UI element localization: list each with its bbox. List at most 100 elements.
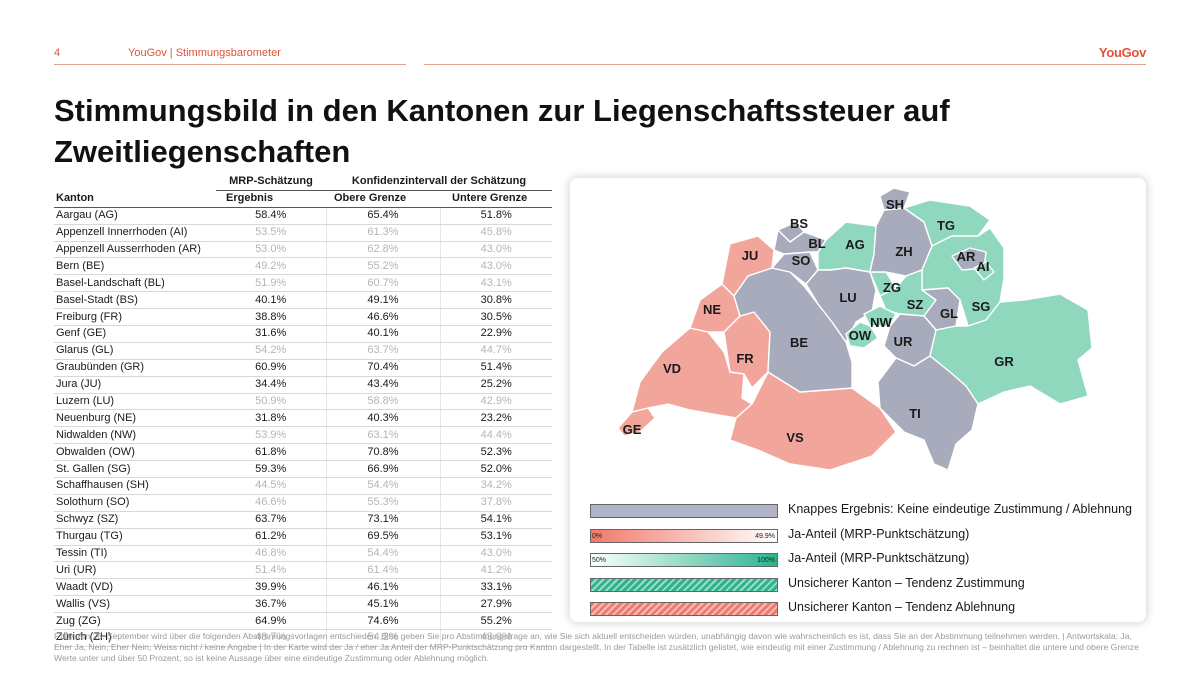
map-label-ju: JU [742, 248, 759, 263]
col-header-lower: Untere Grenze [440, 190, 552, 208]
result-cell: 44.5% [216, 477, 327, 495]
legend-item-hatched-red: Unsicherer Kanton – Tendenz Ablehnung [590, 600, 1130, 618]
lower-bound-cell: 55.2% [440, 612, 552, 631]
lower-bound-cell: 54.1% [440, 511, 552, 529]
canton-cell: Obwalden (OW) [54, 443, 216, 462]
result-cell: 49.2% [216, 257, 327, 276]
col-header-result: Ergebnis [216, 190, 326, 208]
canton-cell: Solothurn (SO) [54, 494, 216, 512]
table-row: Zürich (ZH) 48.7% 54.2% 43.0% [54, 629, 552, 647]
map-label-vd: VD [663, 361, 681, 376]
lower-bound-cell: 44.4% [440, 426, 552, 445]
upper-bound-cell: 40.1% [326, 325, 441, 343]
map-label-lu: LU [839, 290, 856, 305]
canton-cell: Zürich (ZH) [54, 629, 216, 647]
canton-cell: Jura (JU) [54, 376, 216, 394]
legend-label: Knappes Ergebnis: Keine eindeutige Zusti… [788, 502, 1132, 516]
legend-label: Ja-Anteil (MRP-Punktschätzung) [788, 527, 970, 541]
table-row: Neuenburg (NE) 31.8% 40.3% 23.2% [54, 409, 552, 428]
lower-bound-cell: 41.2% [440, 561, 552, 580]
canton-cell: Freiburg (FR) [54, 308, 216, 327]
canton-cell: Graubünden (GR) [54, 359, 216, 377]
canton-cell: Zug (ZG) [54, 612, 216, 631]
table-row: Zug (ZG) 64.9% 74.6% 55.2% [54, 612, 552, 631]
result-cell: 53.9% [216, 426, 327, 445]
canton-cell: Aargau (AG) [54, 207, 216, 225]
upper-bound-cell: 55.3% [326, 494, 441, 512]
result-cell: 31.6% [216, 325, 327, 343]
upper-bound-cell: 46.1% [326, 578, 441, 597]
map-label-be: BE [790, 335, 808, 350]
table-row: Freiburg (FR) 38.8% 46.6% 30.5% [54, 308, 552, 327]
result-cell: 53.0% [216, 241, 327, 259]
canton-cell: Nidwalden (NW) [54, 426, 216, 445]
table-row: Uri (UR) 51.4% 61.4% 41.2% [54, 561, 552, 580]
upper-bound-cell: 61.4% [326, 561, 441, 580]
canton-ow [845, 321, 879, 349]
upper-bound-cell: 45.1% [326, 595, 441, 614]
map-label-sz: SZ [907, 297, 924, 312]
map-label-tg: TG [937, 218, 955, 233]
lower-bound-cell: 43.0% [440, 257, 552, 276]
upper-bound-cell: 40.3% [326, 409, 441, 428]
section-title: YouGov | Stimmungsbarometer [128, 47, 281, 59]
result-cell: 38.8% [216, 308, 327, 327]
canton-vd [631, 327, 753, 419]
lower-bound-cell: 45.8% [440, 224, 552, 242]
upper-bound-cell: 66.9% [326, 460, 441, 479]
canton-ai [973, 261, 995, 281]
col-header-upper: Obere Grenze [326, 190, 440, 208]
table-row: Schwyz (SZ) 63.7% 73.1% 54.1% [54, 511, 552, 529]
result-cell: 54.2% [216, 342, 327, 360]
result-cell: 51.9% [216, 274, 327, 293]
page-number: 4 [54, 47, 61, 59]
lower-bound-cell: 52.3% [440, 443, 552, 462]
legend-min-label: 50% [592, 557, 607, 564]
map-label-ti: TI [909, 406, 921, 421]
table-row: Luzern (LU) 50.9% 58.8% 42.9% [54, 393, 552, 411]
table-row: Nidwalden (NW) 53.9% 63.1% 44.4% [54, 426, 552, 445]
map-label-fr: FR [736, 351, 754, 366]
legend-item-narrow: Knappes Ergebnis: Keine eindeutige Zusti… [590, 502, 1132, 520]
canton-cell: Luzern (LU) [54, 393, 216, 411]
table-row: Tessin (TI) 46.8% 54.4% 43.0% [54, 545, 552, 563]
header-divider-right [424, 64, 1146, 65]
legend-max-label: 49.9% [755, 533, 775, 540]
map-label-ge: GE [623, 422, 642, 437]
legend-swatch-green-gradient: 50% 100% [590, 553, 778, 567]
header-divider-left [54, 64, 406, 65]
result-cell: 53.5% [216, 224, 327, 242]
upper-bound-cell: 62.8% [326, 241, 441, 259]
upper-bound-cell: 54.4% [326, 477, 441, 495]
canton-ar [951, 247, 987, 271]
upper-bound-cell: 46.6% [326, 308, 441, 327]
map-label-ag: AG [845, 237, 865, 252]
map-label-ur: UR [894, 334, 913, 349]
result-cell: 64.9% [216, 612, 327, 631]
lower-bound-cell: 52.0% [440, 460, 552, 479]
table-row: Schaffhausen (SH) 44.5% 54.4% 34.2% [54, 477, 552, 495]
table-row: Thurgau (TG) 61.2% 69.5% 53.1% [54, 528, 552, 546]
legend-item-red-scale: 0% 49.9% Ja-Anteil (MRP-Punktschätzung) [590, 527, 1130, 545]
canton-cell: Thurgau (TG) [54, 528, 216, 546]
canton-cell: Basel-Landschaft (BL) [54, 274, 216, 293]
legend-label: Unsicherer Kanton – Tendenz Zustimmung [788, 576, 1025, 590]
yougov-logo: YouGov [1098, 45, 1146, 60]
canton-cell: Wallis (VS) [54, 595, 216, 614]
lower-bound-cell: 43.0% [440, 241, 552, 259]
upper-bound-cell: 70.4% [326, 359, 441, 377]
canton-cell: Appenzell Innerrhoden (AI) [54, 224, 216, 242]
lower-bound-cell: 51.8% [440, 207, 552, 225]
legend-swatch-hatched-green [590, 578, 778, 592]
map-label-gl: GL [940, 306, 958, 321]
lower-bound-cell: 23.2% [440, 409, 552, 428]
map-label-zg: ZG [883, 280, 901, 295]
map-label-sg: SG [972, 299, 991, 314]
map-label-ne: NE [703, 302, 721, 317]
legend-swatch-hatched-red [590, 602, 778, 616]
result-cell: 58.4% [216, 207, 327, 225]
legend-item-hatched-green: Unsicherer Kanton – Tendenz Zustimmung [590, 576, 1130, 594]
lower-bound-cell: 25.2% [440, 376, 552, 394]
result-cell: 39.9% [216, 578, 327, 597]
lower-bound-cell: 30.5% [440, 308, 552, 327]
